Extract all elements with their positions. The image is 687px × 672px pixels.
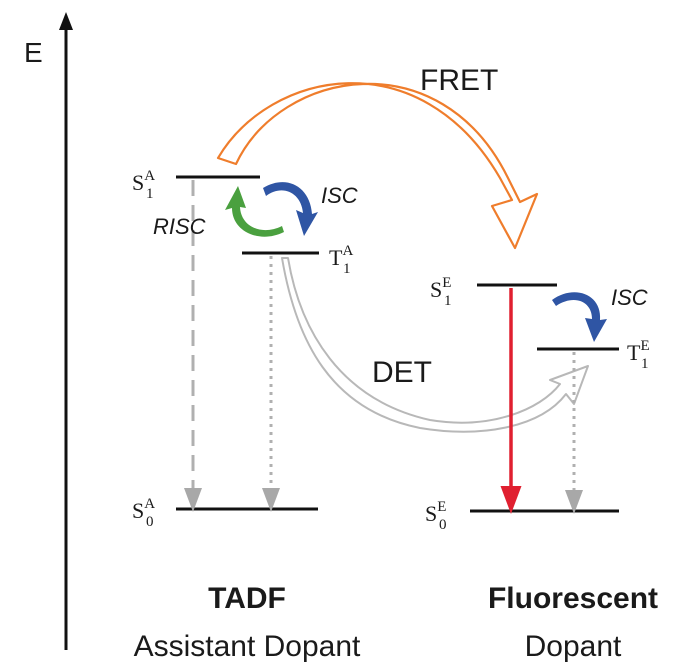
isc-tadf-label: ISC — [321, 183, 358, 208]
fret-label: FRET — [420, 64, 498, 97]
risc-arrow — [225, 186, 284, 237]
energy-axis-label: E — [24, 37, 43, 68]
fret-arrow — [216, 82, 539, 250]
t1e-label: TE 1 — [627, 338, 650, 372]
energy-axis-arrowhead — [59, 12, 73, 30]
fluorescent-subtitle: Dopant — [525, 630, 622, 663]
risc-label: RISC — [153, 214, 206, 239]
isc-tadf-arrow — [263, 182, 318, 236]
s1e-label: SE 1 — [430, 275, 452, 309]
det-label: DET — [372, 356, 432, 389]
fluorescent-title: Fluorescent — [488, 582, 658, 615]
t1a-label: TA 1 — [329, 243, 353, 277]
s0a-label: SA 0 — [132, 496, 155, 530]
isc-fluor-label: ISC — [611, 285, 648, 310]
det-arrow — [281, 257, 589, 433]
tadf-subtitle: Assistant Dopant — [134, 630, 361, 663]
s0e-label: SE 0 — [425, 499, 447, 533]
s1a-label: SA 1 — [132, 168, 155, 202]
isc-fluor-arrow — [552, 292, 607, 342]
tadf-title: TADF — [208, 582, 286, 615]
